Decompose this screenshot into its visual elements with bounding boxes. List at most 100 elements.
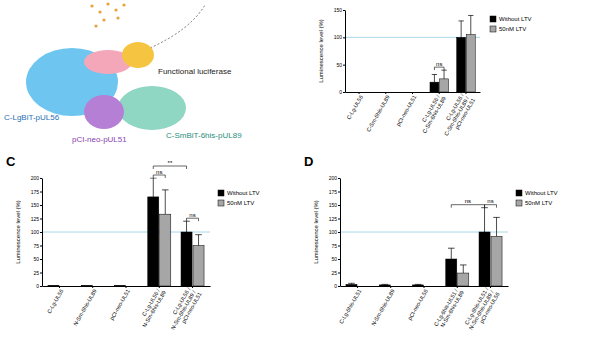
error-bar bbox=[481, 208, 488, 232]
x-tick: C-Lg-UL56 / C-Sm-6his-UL89 / pCI-neo-UL5… bbox=[438, 91, 476, 139]
bar bbox=[446, 259, 457, 286]
error-cap bbox=[460, 264, 467, 265]
y-tick: 0 bbox=[36, 283, 42, 289]
y-axis-title: Luminescence level (%) bbox=[318, 19, 324, 83]
x-tick-label: C-Lg-6his-UL51 / N-Sm-6his-UL89 bbox=[433, 287, 465, 331]
error-bar bbox=[150, 178, 157, 197]
bar bbox=[457, 37, 466, 92]
x-tick: pCI-neo-UL51 bbox=[109, 286, 131, 321]
x-tick-label: C-Lg-UL56 bbox=[345, 94, 364, 120]
chart: 0255075100125150175200C-Lg-UL56N-Sm-6his… bbox=[6, 154, 260, 334]
legend-label: 50nM LTV bbox=[227, 200, 254, 206]
legend-label: Without LTV bbox=[499, 16, 532, 22]
x-tick-label: N-Sm-6his-UL89 bbox=[370, 288, 396, 326]
y-tick-mark bbox=[338, 232, 340, 233]
x-tick-label: C-Sm-6his-UL89 bbox=[365, 94, 391, 132]
x-tick-mark bbox=[385, 92, 386, 94]
y-tick: 175 bbox=[329, 189, 340, 195]
y-axis-line bbox=[340, 179, 341, 287]
error-bar bbox=[415, 284, 422, 286]
y-tick-label: 50 bbox=[33, 256, 39, 262]
substrate-dot bbox=[106, 2, 109, 5]
x-tick: pCI-neo-UL51 bbox=[395, 92, 417, 127]
significance-bracket bbox=[187, 218, 199, 221]
bar bbox=[430, 82, 439, 92]
error-stem bbox=[496, 217, 497, 236]
legend: Without LTV 50nM LTV bbox=[516, 190, 558, 206]
y-axis-line bbox=[345, 11, 346, 93]
significance-label: ns bbox=[189, 212, 195, 218]
bar bbox=[379, 285, 390, 286]
error-stem bbox=[153, 178, 154, 197]
y-tick-label: 150 bbox=[334, 7, 343, 13]
y-tick: 100 bbox=[334, 34, 345, 40]
error-bar bbox=[348, 283, 355, 284]
significance-bracket bbox=[153, 166, 186, 169]
significance-label: ns bbox=[436, 61, 442, 67]
y-tick-mark bbox=[338, 205, 340, 206]
y-tick-mark bbox=[338, 219, 340, 220]
significance: ns bbox=[153, 169, 165, 179]
error-bar bbox=[162, 190, 169, 214]
bar bbox=[181, 232, 192, 286]
x-tick-label: C-Lg-6his-UL51 / N-Sm-6his-UL89 / pCI-ne… bbox=[462, 285, 500, 333]
diagram-label: C-LgBiT-pUL56 bbox=[4, 113, 60, 122]
y-tick-label: 100 bbox=[334, 34, 343, 40]
y-tick-mark bbox=[343, 10, 345, 11]
x-tick-mark bbox=[359, 92, 360, 94]
significance-label: ns bbox=[487, 198, 493, 204]
y-tick-label: 150 bbox=[329, 202, 338, 208]
substrate-dot bbox=[114, 8, 117, 11]
significance-bracket bbox=[451, 205, 484, 208]
x-axis: C-Lg-UL56C-Sm-6his-UL89pCI-neo-UL51 C-Lg-… bbox=[345, 91, 480, 139]
plot-area bbox=[340, 208, 508, 286]
y-tick-label: 175 bbox=[329, 189, 338, 195]
legend-label: Without LTV bbox=[525, 190, 558, 196]
significance: ** bbox=[153, 160, 186, 170]
y-tick-mark bbox=[338, 273, 340, 274]
y-tick-mark bbox=[40, 205, 42, 206]
y-tick-mark bbox=[40, 273, 42, 274]
legend-label: 50nM LTV bbox=[499, 26, 526, 32]
significance-label: ns bbox=[156, 169, 162, 175]
y-tick: 150 bbox=[329, 202, 340, 208]
panel-letter: C bbox=[6, 154, 16, 169]
y-tick-label: 100 bbox=[31, 229, 40, 235]
substrate-dot bbox=[94, 24, 97, 27]
significance: ns bbox=[187, 212, 199, 222]
error-bar bbox=[195, 235, 202, 246]
error-stem bbox=[434, 75, 435, 83]
y-tick-label: 0 bbox=[339, 89, 342, 95]
y-tick: 75 bbox=[33, 243, 42, 249]
legend-label: 50nM LTV bbox=[525, 200, 552, 206]
y-tick-label: 125 bbox=[329, 216, 338, 222]
x-tick-mark bbox=[457, 286, 458, 288]
substrate-dot bbox=[102, 18, 105, 21]
x-tick-label: C-Lg-UL56 / C-Sm-6his-UL89 / pCI-neo-UL5… bbox=[438, 91, 476, 139]
y-axis-title: Luminescence level (%) bbox=[313, 200, 319, 264]
legend-swatch bbox=[516, 190, 522, 196]
error-stem bbox=[165, 190, 166, 214]
significance-label: ns bbox=[465, 198, 471, 204]
x-tick: C-Lg-6his-UL51 / N-Sm-6his-UL89 bbox=[433, 286, 465, 330]
error-stem bbox=[461, 21, 462, 37]
legend-label: Without LTV bbox=[227, 190, 260, 196]
error-cap bbox=[458, 20, 463, 21]
y-tick-label: 0 bbox=[334, 283, 337, 289]
bar bbox=[160, 214, 171, 286]
x-tick-label: pCI-neo-UL56 bbox=[407, 288, 429, 321]
y-tick-label: 0 bbox=[36, 283, 39, 289]
x-tick: N-Sm-6his-UL89 bbox=[370, 286, 396, 327]
error-stem bbox=[444, 70, 445, 79]
x-tick-mark bbox=[159, 286, 160, 288]
y-tick-mark bbox=[343, 65, 345, 66]
significance-bracket bbox=[485, 205, 497, 208]
significance-bracket bbox=[434, 67, 444, 70]
x-tick-mark bbox=[424, 286, 425, 288]
bar bbox=[148, 197, 159, 286]
error-cap bbox=[195, 234, 202, 235]
x-tick-mark bbox=[439, 92, 440, 94]
x-tick-mark bbox=[357, 286, 358, 288]
error-bar bbox=[468, 15, 473, 34]
x-tick: N-Sm-6his-UL89 bbox=[72, 286, 98, 327]
